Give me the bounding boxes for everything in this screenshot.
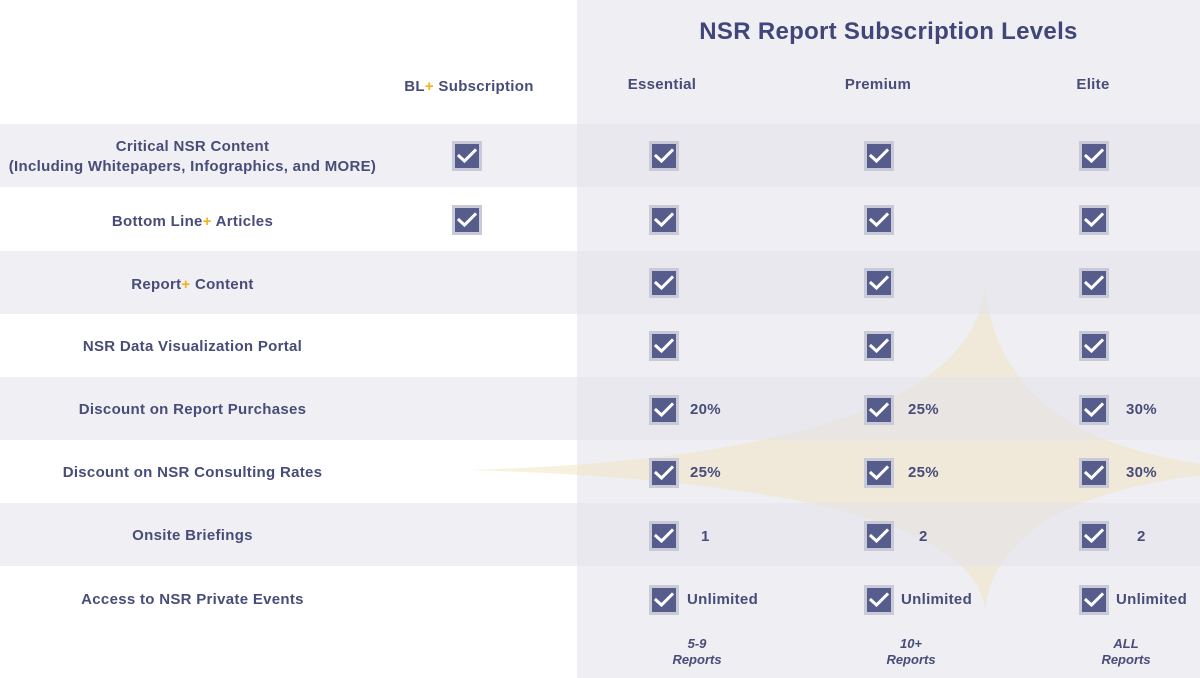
checkbox-checked-icon xyxy=(649,458,679,488)
bl-suffix: Subscription xyxy=(433,78,534,95)
value-essential-report-discount: 20% xyxy=(690,401,721,418)
checkbox-checked-icon xyxy=(452,205,482,235)
checkbox-checked-icon xyxy=(864,458,894,488)
checkbox-checked-icon xyxy=(1079,141,1109,171)
value-premium-onsite-briefings: 2 xyxy=(919,528,928,545)
feature-label-post: Content xyxy=(190,276,254,293)
checkbox-checked-icon xyxy=(1079,458,1109,488)
checkbox-checked-icon xyxy=(1079,268,1109,298)
checkbox-checked-icon xyxy=(864,395,894,425)
checkbox-checked-icon xyxy=(649,585,679,615)
value-elite-report-discount: 30% xyxy=(1126,401,1157,418)
value-essential-onsite-briefings: 1 xyxy=(701,528,710,545)
footer-line2: Reports xyxy=(886,652,936,667)
checkbox-checked-icon xyxy=(1079,395,1109,425)
plus-icon: + xyxy=(202,213,212,230)
row-band-5 xyxy=(0,377,1200,440)
footer-line1: ALL xyxy=(1113,636,1139,651)
footer-essential-reports: 5-9 Reports xyxy=(637,636,757,668)
checkbox-checked-icon xyxy=(649,141,679,171)
footer-line2: Reports xyxy=(672,652,722,667)
footer-elite-reports: ALL Reports xyxy=(1066,636,1186,668)
footer-premium-reports: 10+ Reports xyxy=(851,636,971,668)
footer-line2: Reports xyxy=(1101,652,1151,667)
column-header-elite: Elite xyxy=(1076,76,1110,93)
checkbox-checked-icon xyxy=(864,521,894,551)
feature-label-report-discount: Discount on Report Purchases xyxy=(78,401,307,418)
checkbox-checked-icon xyxy=(864,205,894,235)
checkbox-checked-icon xyxy=(649,205,679,235)
plus-icon: + xyxy=(181,276,191,293)
column-header-bl-subscription: BL+ Subscription xyxy=(369,78,569,95)
row-band-1 xyxy=(0,124,1200,187)
checkbox-checked-icon xyxy=(864,141,894,171)
value-elite-private-events: Unlimited xyxy=(1116,591,1188,608)
checkbox-checked-icon xyxy=(649,268,679,298)
value-essential-private-events: Unlimited xyxy=(687,591,759,608)
feature-label-onsite-briefings: Onsite Briefings xyxy=(132,527,253,544)
checkbox-checked-icon xyxy=(1079,521,1109,551)
checkbox-checked-icon xyxy=(1079,585,1109,615)
feature-label-pre: Report xyxy=(131,276,182,293)
footer-line1: 10+ xyxy=(899,636,923,651)
feature-label-bottom-line-articles: Bottom Line+ Articles xyxy=(0,212,385,232)
column-header-premium: Premium xyxy=(844,76,912,93)
feature-label-line1: Critical NSR Content xyxy=(115,138,270,155)
checkbox-checked-icon xyxy=(1079,205,1109,235)
checkbox-checked-icon xyxy=(649,395,679,425)
value-premium-private-events: Unlimited xyxy=(901,591,973,608)
checkbox-checked-icon xyxy=(452,141,482,171)
value-elite-consulting-discount: 30% xyxy=(1126,464,1157,481)
plus-icon: + xyxy=(424,78,434,95)
row-band-7 xyxy=(0,503,1200,566)
feature-label-pre: Bottom Line xyxy=(111,213,203,230)
value-premium-consulting-discount: 25% xyxy=(908,464,939,481)
page-title: NSR Report Subscription Levels xyxy=(699,18,1078,45)
feature-label-private-events: Access to NSR Private Events xyxy=(81,591,304,608)
checkbox-checked-icon xyxy=(864,585,894,615)
checkbox-checked-icon xyxy=(1079,331,1109,361)
row-band-3 xyxy=(0,251,1200,314)
bl-prefix: BL xyxy=(404,78,425,95)
checkbox-checked-icon xyxy=(649,331,679,361)
checkbox-checked-icon xyxy=(649,521,679,551)
value-essential-consulting-discount: 25% xyxy=(690,464,721,481)
feature-label-post: Articles xyxy=(211,213,274,230)
footer-line1: 5-9 xyxy=(687,636,707,651)
feature-label-data-portal: NSR Data Visualization Portal xyxy=(82,338,303,355)
feature-label-critical-content: Critical NSR Content (Including Whitepap… xyxy=(0,137,385,177)
feature-label-report-content: Report+ Content xyxy=(0,275,385,295)
feature-label-consulting-discount: Discount on NSR Consulting Rates xyxy=(62,464,323,481)
column-header-essential: Essential xyxy=(627,76,697,93)
feature-label-line2: (Including Whitepapers, Infographics, an… xyxy=(8,158,377,175)
value-premium-report-discount: 25% xyxy=(908,401,939,418)
checkbox-checked-icon xyxy=(864,331,894,361)
value-elite-onsite-briefings: 2 xyxy=(1137,528,1146,545)
checkbox-checked-icon xyxy=(864,268,894,298)
